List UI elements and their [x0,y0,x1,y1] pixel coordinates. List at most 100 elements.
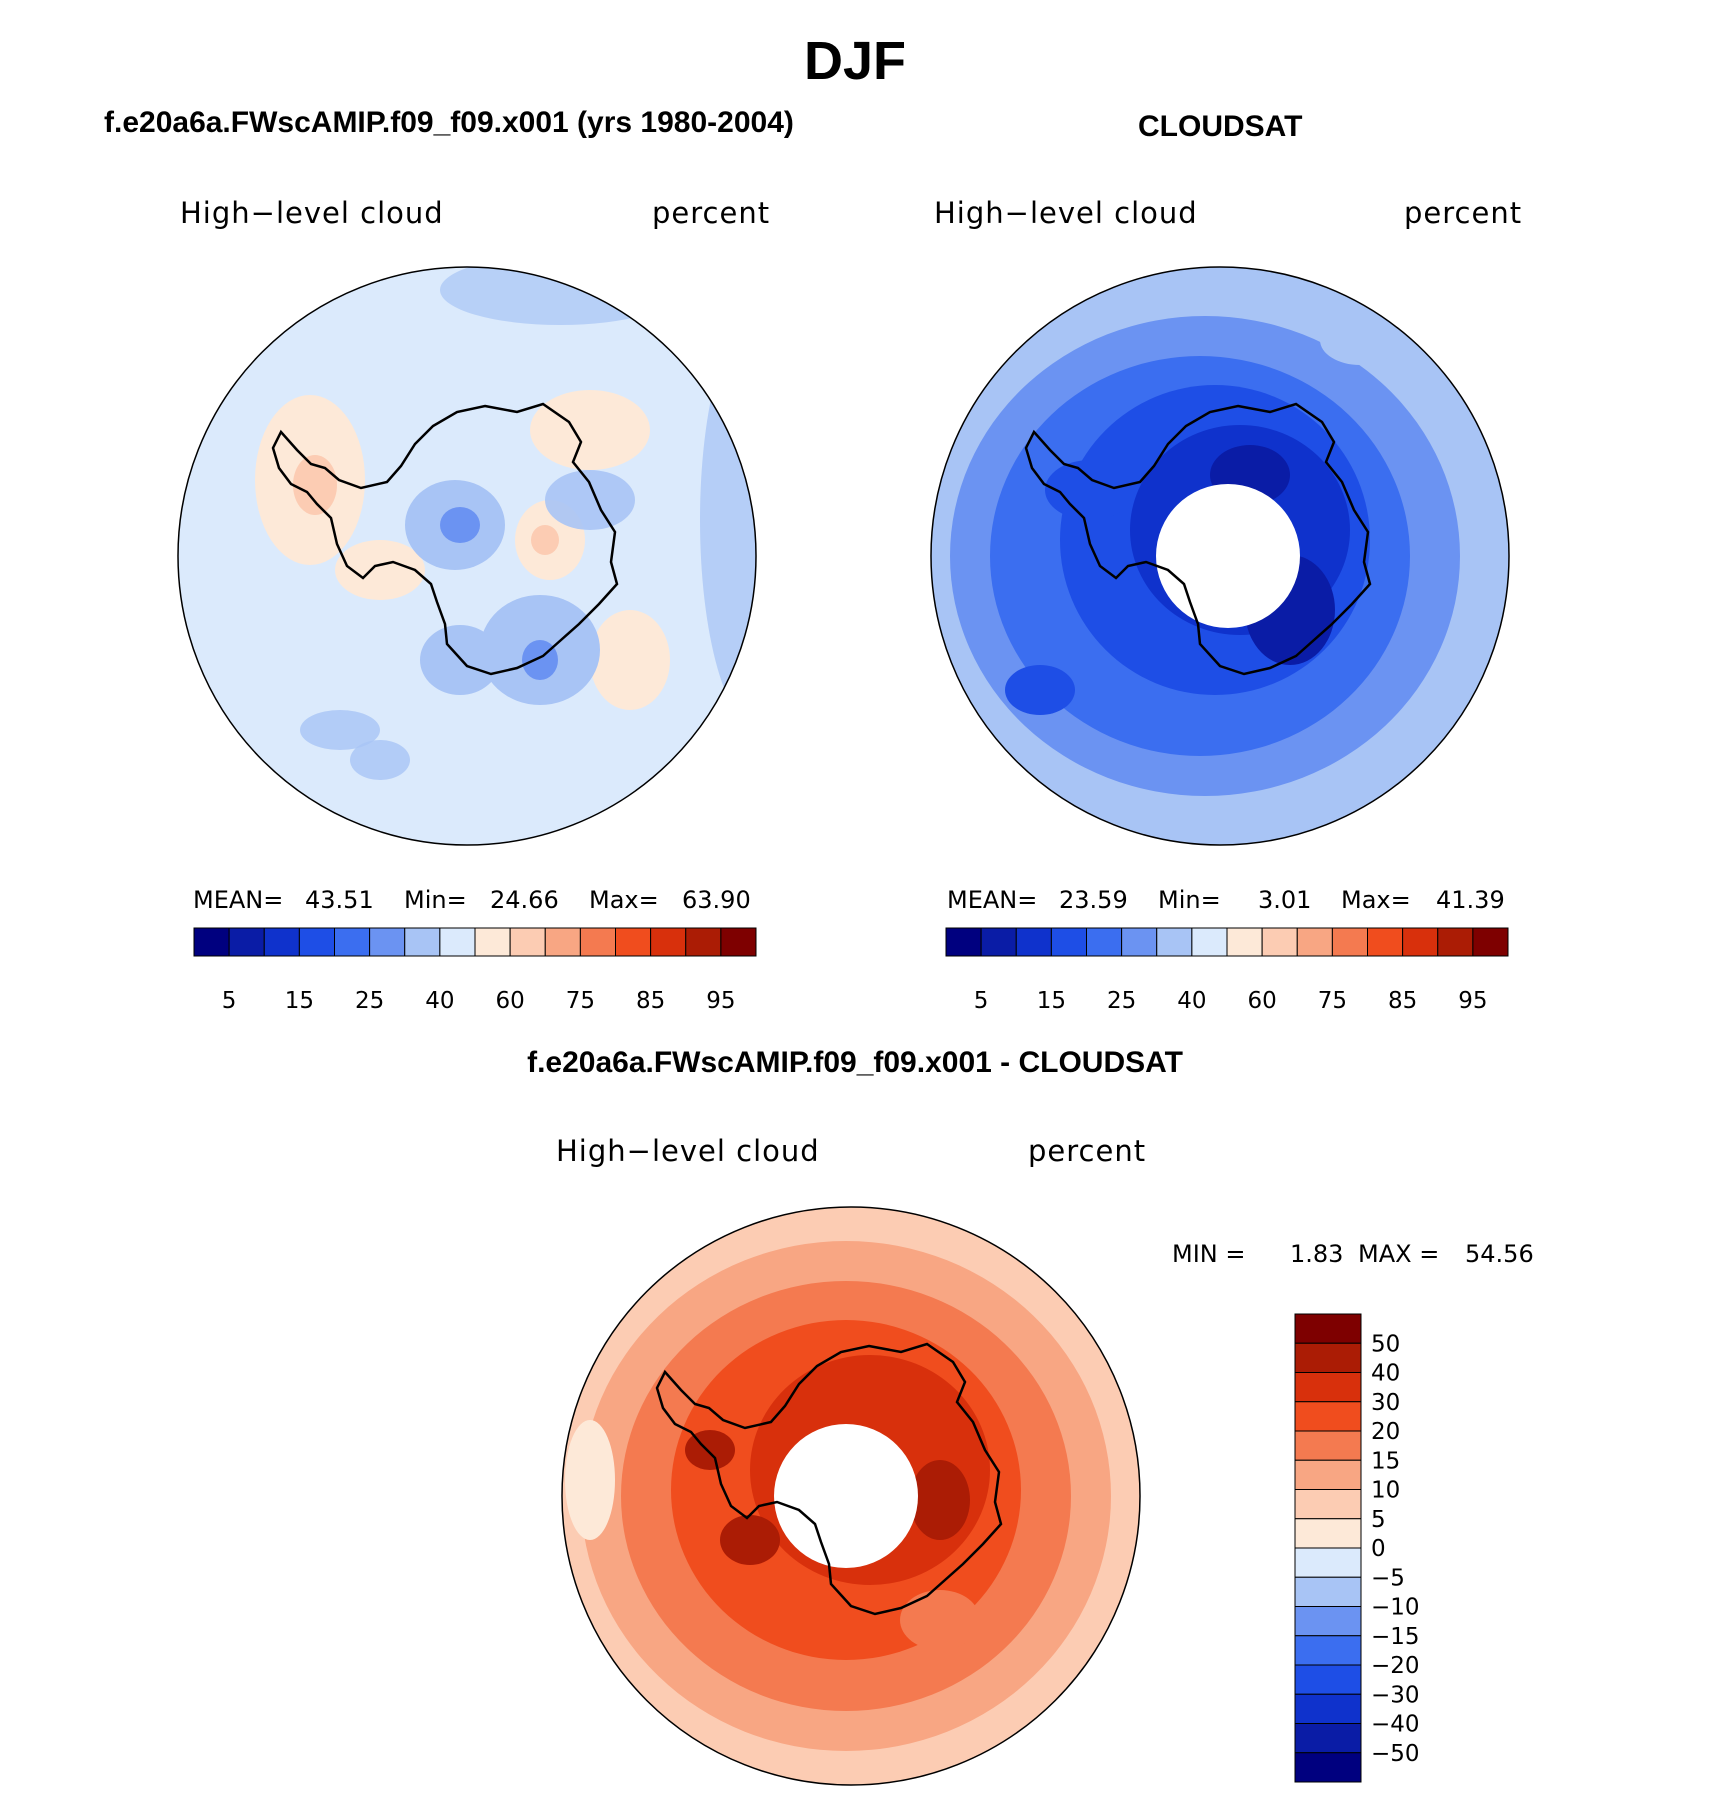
colorbar-cloudsat-tick-label: 40 [1177,988,1206,1014]
colorbar-model-swatch [720,927,757,957]
colorbar-cloudsat-tick-label: 75 [1318,988,1347,1014]
colorbar-cloudsat-swatch [1296,927,1333,957]
panel-model-units: percent [652,196,771,230]
cloudsat-min-label: Min= [1158,886,1221,914]
colorbar-cloudsat-swatch [1437,927,1474,957]
colorbar-model-swatch [263,927,300,957]
map-difference [561,1206,1141,1786]
colorbar-difference-swatch [1294,1430,1362,1461]
panel-difference-units: percent [1028,1134,1147,1168]
map-cloudsat-border [930,266,1510,846]
colorbar-cloudsat-swatch [1015,927,1052,957]
colorbar-cloudsat-swatch [945,927,982,957]
difference-min-label: MIN = [1172,1240,1246,1268]
map-cloudsat-fill [931,267,1509,845]
colorbar-difference-swatch [1294,1576,1362,1607]
colorbar-difference-tick-label: −10 [1371,1595,1420,1621]
colorbar-difference-tick-label: 15 [1371,1448,1400,1474]
colorbar-model-tick-label: 25 [355,988,384,1014]
map-cloudsat [930,266,1510,846]
cloudsat-mean-label: MEAN= [947,886,1038,914]
colorbar-cloudsat: 5 15 25 40 60 75 85 95 [945,927,1509,1014]
colorbar-difference-swatch [1294,1459,1362,1490]
map-model-fill [178,267,756,845]
colorbar-difference-tick-label: 50 [1371,1331,1400,1357]
colorbar-cloudsat-tick-label: 15 [1037,988,1066,1014]
panel-difference-title: f.e20a6a.FWscAMIP.f09_f09.x001 - CLOUDSA… [527,1046,1183,1079]
colorbar-difference-swatch [1294,1606,1362,1637]
colorbar-model-swatch [544,927,581,957]
cloudsat-max-value: 41.39 [1436,886,1505,914]
colorbar-cloudsat-swatch [980,927,1017,957]
colorbar-model-swatch [228,927,265,957]
colorbar-difference-tick-label: −15 [1371,1624,1420,1650]
colorbar-cloudsat-swatch [1261,927,1298,957]
colorbar-model-swatch [404,927,441,957]
colorbar-model-tick-label: 85 [636,988,665,1014]
colorbar-difference-swatch [1294,1752,1362,1783]
colorbar-model-swatch [369,927,406,957]
colorbar-cloudsat-swatch [1472,927,1509,957]
colorbar-difference-tick-label: −20 [1371,1653,1420,1679]
colorbar-difference-tick-label: 10 [1371,1478,1400,1504]
colorbar-model-tick-label: 5 [222,988,237,1014]
colorbar-cloudsat-swatch [1402,927,1439,957]
figure-title: DJF [803,31,906,91]
model-mean-label: MEAN= [193,886,284,914]
cloudsat-max-label: Max= [1341,886,1411,914]
colorbar-cloudsat-tick-label: 60 [1247,988,1276,1014]
panel-cloudsat-units: percent [1404,196,1523,230]
panel-cloudsat-title: CLOUDSAT [1138,110,1303,143]
colorbar-cloudsat-swatch [1121,927,1158,957]
colorbar-difference-tick-label: 30 [1371,1390,1400,1416]
colorbar-difference-swatch [1294,1723,1362,1754]
colorbar-model-swatch [298,927,335,957]
colorbar-difference-tick-label: −40 [1371,1712,1420,1738]
map-model [177,266,757,846]
cloudsat-mean-value: 23.59 [1059,886,1128,914]
colorbar-difference-swatch [1294,1342,1362,1373]
colorbar-model-tick-label: 60 [495,988,524,1014]
colorbar-model-swatch [650,927,687,957]
colorbar-difference-swatch [1294,1547,1362,1578]
colorbar-cloudsat-swatch [1086,927,1123,957]
colorbar-cloudsat-swatch [1226,927,1263,957]
colorbar-model-swatch [193,927,230,957]
colorbar-difference-tick-label: −30 [1371,1682,1420,1708]
colorbar-difference-tick-label: 0 [1371,1536,1386,1562]
colorbar-difference-swatch [1294,1372,1362,1403]
colorbar-cloudsat-swatch [1191,927,1228,957]
colorbar-difference-swatch [1294,1693,1362,1724]
colorbar-model-tick-label: 95 [706,988,735,1014]
difference-max-value: 54.56 [1465,1240,1534,1268]
colorbar-cloudsat-swatch [1050,927,1087,957]
colorbar-cloudsat-tick-label: 95 [1458,988,1487,1014]
colorbar-difference-swatch [1294,1518,1362,1549]
panel-cloudsat-variable: High−level cloud [934,196,1198,230]
colorbar-cloudsat-swatch [1367,927,1404,957]
colorbar-difference-swatch [1294,1489,1362,1520]
colorbar-cloudsat-swatch [1156,927,1193,957]
map-difference-border [561,1206,1141,1786]
colorbar-difference-swatch [1294,1401,1362,1432]
model-min-label: Min= [404,886,467,914]
colorbar-difference-tick-label: −50 [1371,1741,1420,1767]
colorbar-model: 5 15 25 40 60 75 85 95 [193,927,757,1014]
colorbar-difference-tick-label: 20 [1371,1419,1400,1445]
colorbar-difference-tick-label: 5 [1371,1507,1386,1533]
colorbar-model-swatch [509,927,546,957]
colorbar-cloudsat-tick-label: 85 [1388,988,1417,1014]
colorbar-model-tick-label: 40 [425,988,454,1014]
colorbar-cloudsat-tick-label: 5 [974,988,989,1014]
model-max-label: Max= [589,886,659,914]
colorbar-difference-swatch [1294,1313,1362,1344]
difference-min-value: 1.83 [1290,1240,1344,1268]
panel-model-title: f.e20a6a.FWscAMIP.f09_f09.x001 (yrs 1980… [104,106,794,139]
colorbar-cloudsat-tick-label: 25 [1107,988,1136,1014]
panel-model-variable: High−level cloud [180,196,444,230]
colorbar-model-tick-label: 15 [285,988,314,1014]
model-max-value: 63.90 [682,886,751,914]
colorbar-model-swatch [439,927,476,957]
